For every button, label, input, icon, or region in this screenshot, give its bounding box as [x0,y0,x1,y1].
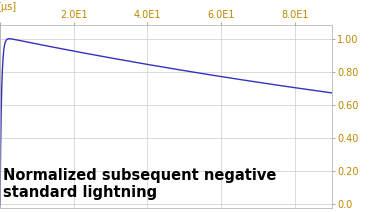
Text: Normalized subsequent negative
standard lightning: Normalized subsequent negative standard … [3,168,277,201]
Text: [μs]: [μs] [0,2,16,12]
